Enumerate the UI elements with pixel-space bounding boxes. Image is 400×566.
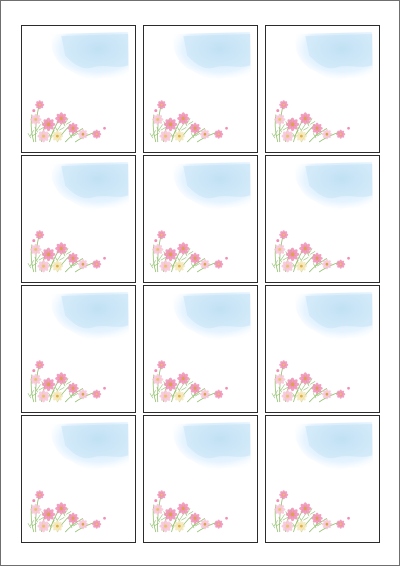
- cosmos-flowers: [27, 100, 106, 143]
- cosmos-flowers: [27, 360, 106, 403]
- card-10: [21, 415, 136, 543]
- cosmos-flowers: [149, 100, 228, 143]
- cosmos-flowers: [271, 490, 350, 533]
- card-3: [265, 25, 380, 153]
- watercolor-sky: [295, 162, 374, 211]
- card-2: [143, 25, 258, 153]
- card-4: [21, 155, 136, 283]
- watercolor-sky: [173, 32, 252, 81]
- watercolor-sky: [51, 422, 130, 471]
- card-8: [143, 285, 258, 413]
- watercolor-sky: [173, 422, 252, 471]
- watercolor-sky: [295, 32, 374, 81]
- watercolor-sky: [173, 162, 252, 211]
- watercolor-sky: [51, 32, 130, 81]
- card-11: [143, 415, 258, 543]
- card-7: [21, 285, 136, 413]
- cosmos-flowers: [271, 100, 350, 143]
- cosmos-flowers: [149, 230, 228, 273]
- watercolor-sky: [51, 162, 130, 211]
- cosmos-flowers: [149, 360, 228, 403]
- card-9: [265, 285, 380, 413]
- watercolor-sky: [173, 292, 252, 341]
- cosmos-flowers: [149, 490, 228, 533]
- cosmos-flowers: [27, 490, 106, 533]
- card-5: [143, 155, 258, 283]
- watercolor-sky: [295, 422, 374, 471]
- cosmos-flowers: [27, 230, 106, 273]
- card-6: [265, 155, 380, 283]
- card-1: [21, 25, 136, 153]
- cosmos-flowers: [271, 360, 350, 403]
- cosmos-flowers: [271, 230, 350, 273]
- watercolor-sky: [295, 292, 374, 341]
- watercolor-sky: [51, 292, 130, 341]
- card-12: [265, 415, 380, 543]
- card-grid: [21, 25, 383, 543]
